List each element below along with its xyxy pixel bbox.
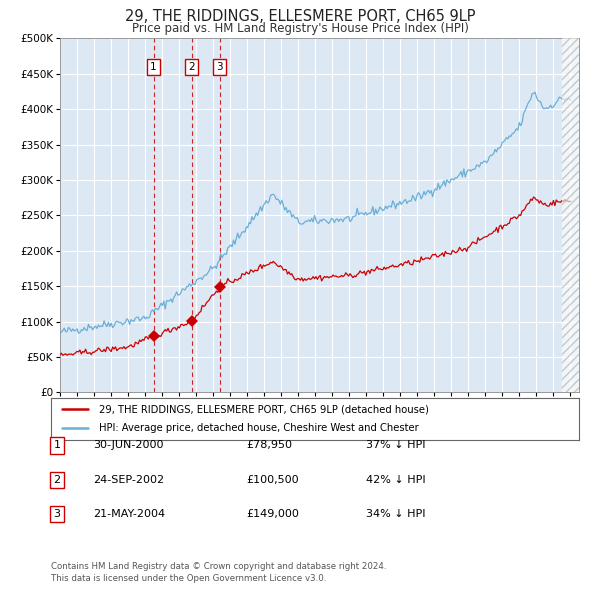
Text: 1: 1 (53, 441, 61, 450)
Text: Contains HM Land Registry data © Crown copyright and database right 2024.
This d: Contains HM Land Registry data © Crown c… (51, 562, 386, 583)
Text: 42% ↓ HPI: 42% ↓ HPI (366, 475, 425, 484)
Text: 3: 3 (53, 509, 61, 519)
Text: HPI: Average price, detached house, Cheshire West and Chester: HPI: Average price, detached house, Ches… (98, 424, 418, 434)
Text: 21-MAY-2004: 21-MAY-2004 (93, 509, 165, 519)
Text: Price paid vs. HM Land Registry's House Price Index (HPI): Price paid vs. HM Land Registry's House … (131, 22, 469, 35)
Text: 29, THE RIDDINGS, ELLESMERE PORT, CH65 9LP (detached house): 29, THE RIDDINGS, ELLESMERE PORT, CH65 9… (98, 404, 428, 414)
Polygon shape (562, 38, 579, 392)
Text: £149,000: £149,000 (246, 509, 299, 519)
Text: 29, THE RIDDINGS, ELLESMERE PORT, CH65 9LP: 29, THE RIDDINGS, ELLESMERE PORT, CH65 9… (125, 9, 475, 24)
Text: 30-JUN-2000: 30-JUN-2000 (93, 441, 163, 450)
Text: 2: 2 (53, 475, 61, 484)
Text: 34% ↓ HPI: 34% ↓ HPI (366, 509, 425, 519)
Text: 37% ↓ HPI: 37% ↓ HPI (366, 441, 425, 450)
Text: 1: 1 (150, 62, 157, 71)
Text: 3: 3 (217, 62, 223, 71)
Text: 24-SEP-2002: 24-SEP-2002 (93, 475, 164, 484)
Text: 2: 2 (188, 62, 195, 71)
Text: £100,500: £100,500 (246, 475, 299, 484)
Text: £78,950: £78,950 (246, 441, 292, 450)
